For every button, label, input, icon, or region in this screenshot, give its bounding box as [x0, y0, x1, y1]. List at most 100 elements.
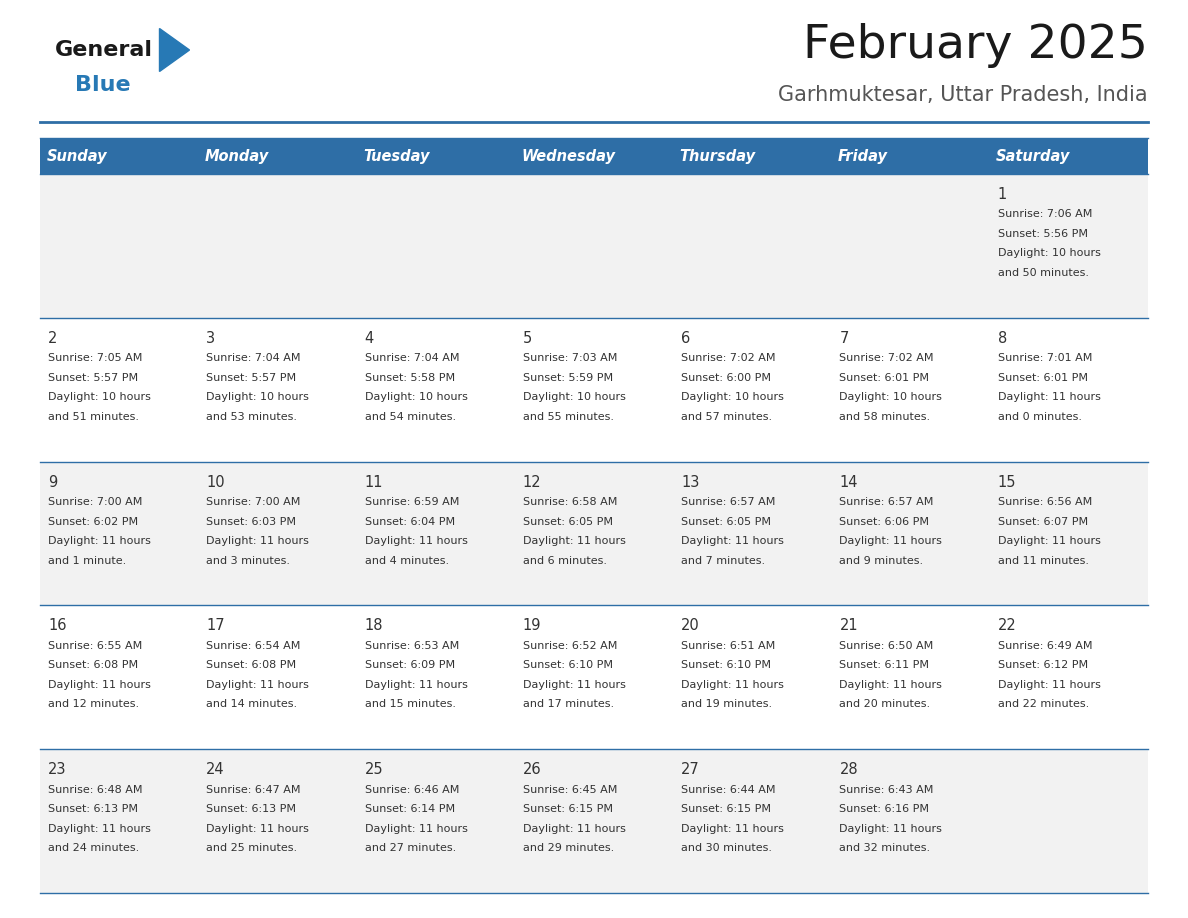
Bar: [40, 174, 1148, 318]
Text: Sunrise: 6:53 AM: Sunrise: 6:53 AM: [365, 641, 459, 651]
Text: Sunset: 6:04 PM: Sunset: 6:04 PM: [365, 517, 455, 527]
Text: Sunrise: 6:47 AM: Sunrise: 6:47 AM: [207, 785, 301, 795]
Text: February 2025: February 2025: [803, 23, 1148, 68]
Text: Tuesday: Tuesday: [362, 149, 429, 163]
Text: 23: 23: [48, 762, 67, 778]
Text: Sunset: 6:01 PM: Sunset: 6:01 PM: [998, 373, 1088, 383]
Text: Sunrise: 6:43 AM: Sunrise: 6:43 AM: [840, 785, 934, 795]
Text: 15: 15: [998, 475, 1016, 489]
Text: Sunset: 6:07 PM: Sunset: 6:07 PM: [998, 517, 1088, 527]
Text: Sunrise: 6:57 AM: Sunrise: 6:57 AM: [840, 497, 934, 507]
Text: and 55 minutes.: and 55 minutes.: [523, 412, 614, 421]
Text: Blue: Blue: [75, 75, 131, 95]
Text: Daylight: 10 hours: Daylight: 10 hours: [840, 392, 942, 402]
Text: Sunrise: 6:46 AM: Sunrise: 6:46 AM: [365, 785, 459, 795]
Text: Wednesday: Wednesday: [522, 149, 615, 163]
Text: Daylight: 11 hours: Daylight: 11 hours: [365, 680, 467, 689]
Text: and 50 minutes.: and 50 minutes.: [998, 268, 1088, 278]
Text: Daylight: 11 hours: Daylight: 11 hours: [840, 536, 942, 546]
Text: Sunset: 6:05 PM: Sunset: 6:05 PM: [681, 517, 771, 527]
Text: 22: 22: [998, 619, 1017, 633]
Text: Sunrise: 6:55 AM: Sunrise: 6:55 AM: [48, 641, 143, 651]
Text: 27: 27: [681, 762, 700, 778]
Text: 9: 9: [48, 475, 57, 489]
Text: Monday: Monday: [204, 149, 268, 163]
Text: Sunrise: 6:49 AM: Sunrise: 6:49 AM: [998, 641, 1092, 651]
Text: Daylight: 10 hours: Daylight: 10 hours: [998, 249, 1100, 259]
Text: and 32 minutes.: and 32 minutes.: [840, 843, 930, 853]
Bar: [40, 605, 1148, 749]
Text: Daylight: 11 hours: Daylight: 11 hours: [681, 823, 784, 834]
Text: and 6 minutes.: and 6 minutes.: [523, 555, 607, 565]
Text: and 9 minutes.: and 9 minutes.: [840, 555, 923, 565]
Text: 10: 10: [207, 475, 225, 489]
Text: and 54 minutes.: and 54 minutes.: [365, 412, 456, 421]
Text: Sunset: 5:57 PM: Sunset: 5:57 PM: [48, 373, 138, 383]
Text: 18: 18: [365, 619, 383, 633]
Text: 12: 12: [523, 475, 542, 489]
Text: and 53 minutes.: and 53 minutes.: [207, 412, 297, 421]
Text: 14: 14: [840, 475, 858, 489]
Text: Sunrise: 7:06 AM: Sunrise: 7:06 AM: [998, 209, 1092, 219]
Text: 21: 21: [840, 619, 858, 633]
Text: and 17 minutes.: and 17 minutes.: [523, 700, 614, 710]
Text: Daylight: 11 hours: Daylight: 11 hours: [998, 680, 1100, 689]
Text: 3: 3: [207, 330, 215, 346]
Text: Sunrise: 6:57 AM: Sunrise: 6:57 AM: [681, 497, 776, 507]
Text: Daylight: 10 hours: Daylight: 10 hours: [681, 392, 784, 402]
Text: and 20 minutes.: and 20 minutes.: [840, 700, 930, 710]
Text: 24: 24: [207, 762, 225, 778]
Text: Sunset: 6:11 PM: Sunset: 6:11 PM: [840, 660, 929, 670]
Text: Daylight: 10 hours: Daylight: 10 hours: [523, 392, 626, 402]
Text: 25: 25: [365, 762, 384, 778]
Text: Sunrise: 7:00 AM: Sunrise: 7:00 AM: [48, 497, 143, 507]
Text: Sunset: 6:10 PM: Sunset: 6:10 PM: [681, 660, 771, 670]
Bar: [40, 749, 1148, 893]
Text: and 12 minutes.: and 12 minutes.: [48, 700, 139, 710]
Text: Sunset: 6:15 PM: Sunset: 6:15 PM: [681, 804, 771, 814]
Bar: [40, 462, 1148, 605]
Text: 13: 13: [681, 475, 700, 489]
Text: Friday: Friday: [838, 149, 887, 163]
Text: 28: 28: [840, 762, 858, 778]
Text: and 57 minutes.: and 57 minutes.: [681, 412, 772, 421]
Text: Sunrise: 7:04 AM: Sunrise: 7:04 AM: [365, 353, 459, 364]
Text: and 25 minutes.: and 25 minutes.: [207, 843, 297, 853]
Text: Sunset: 6:08 PM: Sunset: 6:08 PM: [207, 660, 297, 670]
Text: Sunrise: 6:58 AM: Sunrise: 6:58 AM: [523, 497, 618, 507]
Text: and 24 minutes.: and 24 minutes.: [48, 843, 139, 853]
Text: 11: 11: [365, 475, 383, 489]
Text: and 19 minutes.: and 19 minutes.: [681, 700, 772, 710]
Text: Sunset: 6:13 PM: Sunset: 6:13 PM: [207, 804, 296, 814]
Text: 8: 8: [998, 330, 1007, 346]
Text: Garhmuktesar, Uttar Pradesh, India: Garhmuktesar, Uttar Pradesh, India: [778, 85, 1148, 105]
Text: and 7 minutes.: and 7 minutes.: [681, 555, 765, 565]
Text: Sunrise: 7:05 AM: Sunrise: 7:05 AM: [48, 353, 143, 364]
Bar: [40, 318, 1148, 462]
Text: Sunset: 6:05 PM: Sunset: 6:05 PM: [523, 517, 613, 527]
Text: Daylight: 11 hours: Daylight: 11 hours: [48, 536, 151, 546]
Text: Daylight: 11 hours: Daylight: 11 hours: [523, 536, 626, 546]
Text: Sunset: 6:10 PM: Sunset: 6:10 PM: [523, 660, 613, 670]
Text: Daylight: 11 hours: Daylight: 11 hours: [998, 392, 1100, 402]
Text: Sunrise: 6:44 AM: Sunrise: 6:44 AM: [681, 785, 776, 795]
Text: Daylight: 11 hours: Daylight: 11 hours: [523, 680, 626, 689]
Text: 1: 1: [998, 187, 1007, 202]
Text: and 4 minutes.: and 4 minutes.: [365, 555, 449, 565]
Text: Sunrise: 6:50 AM: Sunrise: 6:50 AM: [840, 641, 934, 651]
Text: Sunset: 6:16 PM: Sunset: 6:16 PM: [840, 804, 929, 814]
Text: Sunrise: 7:00 AM: Sunrise: 7:00 AM: [207, 497, 301, 507]
Text: 17: 17: [207, 619, 225, 633]
Text: Sunrise: 6:56 AM: Sunrise: 6:56 AM: [998, 497, 1092, 507]
Text: Sunrise: 6:48 AM: Sunrise: 6:48 AM: [48, 785, 143, 795]
Text: and 1 minute.: and 1 minute.: [48, 555, 126, 565]
Text: Sunset: 6:00 PM: Sunset: 6:00 PM: [681, 373, 771, 383]
Text: 7: 7: [840, 330, 848, 346]
Text: Daylight: 11 hours: Daylight: 11 hours: [365, 536, 467, 546]
Text: 26: 26: [523, 762, 542, 778]
Text: Daylight: 11 hours: Daylight: 11 hours: [681, 680, 784, 689]
Text: Sunset: 6:03 PM: Sunset: 6:03 PM: [207, 517, 296, 527]
Text: General: General: [55, 40, 153, 60]
Text: Sunrise: 7:04 AM: Sunrise: 7:04 AM: [207, 353, 301, 364]
Text: Sunrise: 6:52 AM: Sunrise: 6:52 AM: [523, 641, 618, 651]
